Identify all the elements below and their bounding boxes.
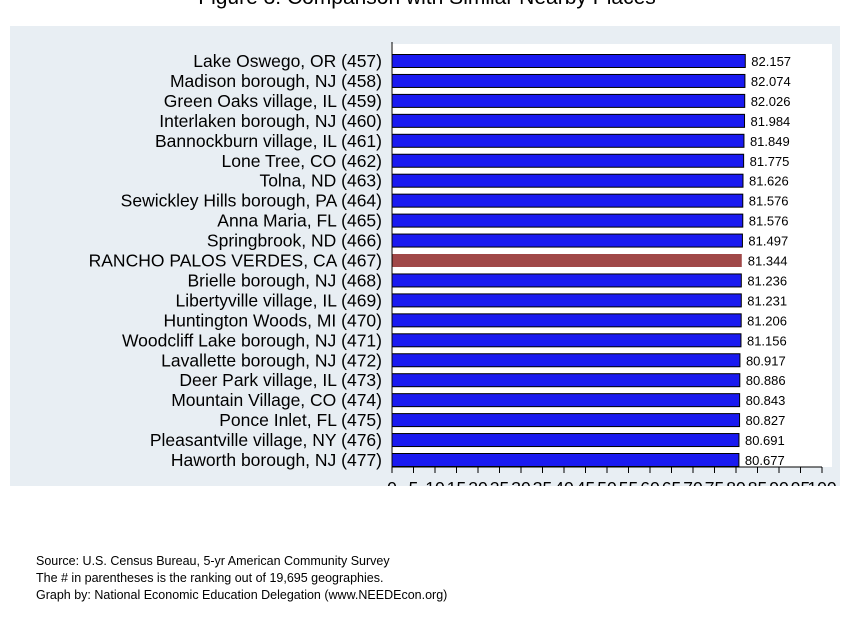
category-label: Sewickley Hills borough, PA (464) bbox=[121, 191, 382, 211]
x-tick-label: 65 bbox=[662, 478, 681, 486]
value-label: 81.231 bbox=[747, 293, 787, 308]
category-label: Tolna, ND (463) bbox=[259, 171, 382, 191]
category-label: Green Oaks village, IL (459) bbox=[164, 91, 382, 111]
value-label: 81.206 bbox=[747, 313, 787, 328]
bar bbox=[391, 213, 744, 228]
x-tick-label: 10 bbox=[425, 478, 445, 486]
x-tick-label: 25 bbox=[490, 478, 509, 486]
category-label: Ponce Inlet, FL (475) bbox=[219, 410, 382, 430]
value-label: 82.026 bbox=[751, 94, 791, 109]
x-tick-label: 100 bbox=[807, 478, 836, 486]
value-label: 81.344 bbox=[748, 254, 788, 269]
bar bbox=[391, 73, 746, 88]
category-label: RANCHO PALOS VERDES, CA (467) bbox=[89, 251, 382, 271]
bar-highlighted bbox=[392, 254, 742, 267]
x-tick-label: 85 bbox=[748, 478, 767, 486]
value-label: 80.827 bbox=[746, 413, 786, 428]
bar bbox=[391, 373, 741, 388]
category-label: Lavallette borough, NJ (472) bbox=[161, 350, 382, 370]
x-tick-label: 95 bbox=[791, 478, 810, 486]
x-tick-label: 15 bbox=[447, 478, 466, 486]
category-label: Anna Maria, FL (465) bbox=[217, 211, 382, 231]
value-label: 80.917 bbox=[746, 353, 786, 368]
value-label: 81.156 bbox=[747, 333, 787, 348]
bar bbox=[391, 333, 742, 348]
value-label: 80.677 bbox=[745, 453, 785, 468]
category-label: Libertyville village, IL (469) bbox=[175, 290, 382, 310]
x-tick-label: 30 bbox=[511, 478, 531, 486]
x-tick-label: 0 bbox=[387, 478, 397, 486]
category-label: Madison borough, NJ (458) bbox=[170, 71, 382, 91]
value-label: 81.849 bbox=[750, 134, 790, 149]
source-note: Source: U.S. Census Bureau, 5-yr America… bbox=[36, 554, 390, 568]
value-label: 81.497 bbox=[748, 234, 788, 249]
x-tick-label: 5 bbox=[409, 478, 419, 486]
category-label: Brielle borough, NJ (468) bbox=[187, 270, 382, 290]
category-label: Interlaken borough, NJ (460) bbox=[159, 111, 382, 131]
bar bbox=[391, 313, 742, 328]
value-label: 81.576 bbox=[749, 194, 789, 209]
x-tick-label: 90 bbox=[769, 478, 789, 486]
value-label: 80.691 bbox=[745, 433, 785, 448]
category-label: Mountain Village, CO (474) bbox=[171, 390, 382, 410]
x-tick-label: 60 bbox=[640, 478, 660, 486]
value-label: 81.984 bbox=[751, 114, 791, 129]
category-label: Haworth borough, NJ (477) bbox=[171, 450, 382, 470]
bar bbox=[391, 393, 741, 408]
value-label: 80.843 bbox=[746, 393, 786, 408]
bar bbox=[391, 233, 743, 248]
category-label: Bannockburn village, IL (461) bbox=[155, 131, 382, 151]
chart-notes: Source: U.S. Census Bureau, 5-yr America… bbox=[36, 553, 447, 604]
category-label: Lake Oswego, OR (457) bbox=[193, 51, 382, 71]
x-tick-label: 40 bbox=[554, 478, 574, 486]
bar bbox=[391, 193, 744, 208]
bar bbox=[391, 433, 740, 448]
bar bbox=[391, 273, 742, 288]
x-tick-label: 20 bbox=[468, 478, 488, 486]
credit-note: Graph by: National Economic Education De… bbox=[36, 588, 448, 602]
value-label: 81.576 bbox=[749, 214, 789, 229]
x-tick-label: 80 bbox=[726, 478, 746, 486]
bar-chart: Lake Oswego, OR (457) 82.157 Madison borou… bbox=[89, 42, 837, 486]
category-label: Deer Park village, IL (473) bbox=[179, 370, 382, 390]
bar bbox=[391, 133, 745, 148]
bar bbox=[391, 453, 740, 467]
plot-panel: Lake Oswego, OR (457) 82.157 Madison borou… bbox=[10, 26, 840, 486]
value-label: 81.626 bbox=[749, 174, 789, 189]
bar bbox=[391, 293, 742, 308]
bar bbox=[391, 93, 746, 108]
category-label: Springbrook, ND (466) bbox=[207, 231, 382, 251]
category-label: Huntington Woods, MI (470) bbox=[163, 310, 382, 330]
x-tick-label: 50 bbox=[597, 478, 617, 486]
bar bbox=[391, 113, 746, 128]
category-label: Pleasantville village, NY (476) bbox=[150, 430, 382, 450]
value-label: 81.775 bbox=[750, 154, 790, 169]
chart-title: Figure 3: Comparison with Similar Nearby… bbox=[0, 0, 854, 10]
category-label: Woodcliff Lake borough, NJ (471) bbox=[122, 330, 382, 350]
x-tick-label: 45 bbox=[576, 478, 595, 486]
bar bbox=[391, 353, 741, 368]
bar bbox=[391, 153, 745, 168]
x-tick-label: 55 bbox=[619, 478, 638, 486]
x-tick-label: 35 bbox=[533, 478, 552, 486]
bar bbox=[391, 413, 741, 428]
category-label: Lone Tree, CO (462) bbox=[222, 151, 383, 171]
bar bbox=[391, 173, 744, 188]
value-label: 82.157 bbox=[751, 54, 791, 69]
value-label: 81.236 bbox=[747, 273, 787, 288]
value-label: 80.886 bbox=[746, 373, 786, 388]
ranking-note: The # in parentheses is the ranking out … bbox=[36, 571, 384, 585]
x-tick-label: 75 bbox=[705, 478, 724, 486]
value-label: 82.074 bbox=[751, 74, 791, 89]
x-tick-label: 70 bbox=[683, 478, 703, 486]
bar bbox=[391, 54, 746, 68]
